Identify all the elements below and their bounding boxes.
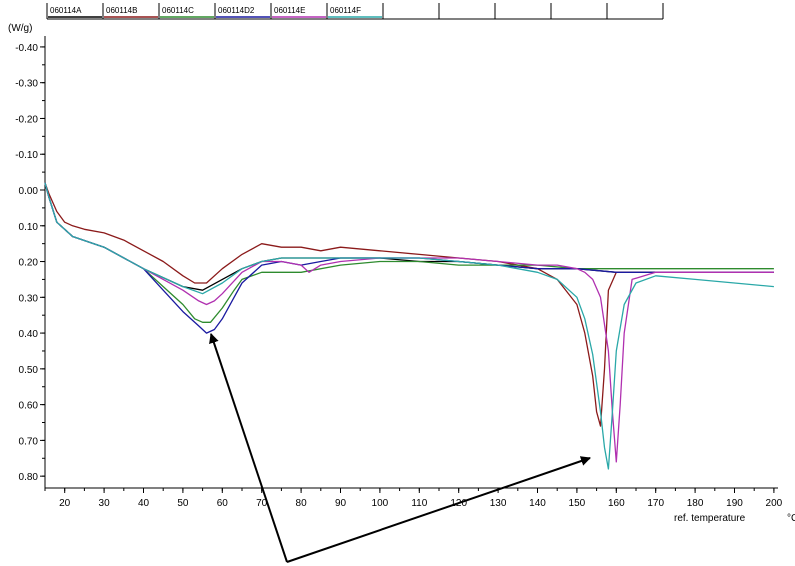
- legend-label: 060114F: [330, 6, 361, 15]
- series-line-060114B: [44, 182, 774, 427]
- y-tick-label: -0.40: [15, 43, 38, 54]
- x-tick-label: 180: [687, 498, 704, 509]
- arrow-to-melting-peak: [286, 456, 591, 563]
- y-tick-label: 0.20: [19, 258, 39, 269]
- y-tick-label: 0.40: [19, 329, 39, 340]
- x-tick-label: 160: [608, 498, 625, 509]
- x-tick-label: 190: [726, 498, 743, 509]
- legend-label: 060114C: [162, 6, 194, 15]
- x-tick-label: 130: [490, 498, 507, 509]
- x-axis-title: ref. temperature: [674, 513, 746, 524]
- annotation-arrows: [209, 333, 591, 563]
- arrow-to-low-temp-peak: [209, 333, 288, 563]
- y-tick-label: 0.30: [19, 293, 39, 304]
- y-tick-label: 0.00: [19, 186, 39, 197]
- series-line-060114C: [44, 182, 774, 323]
- y-tick-label: -0.30: [15, 79, 38, 90]
- x-tick-label: 80: [296, 498, 308, 509]
- series-group: [44, 182, 774, 470]
- series-line-060114E: [44, 182, 774, 463]
- x-ticks: 2030405060708090100110120130140150160170…: [44, 488, 783, 509]
- x-tick-label: 150: [569, 498, 586, 509]
- y-axis-unit: (W/g): [8, 23, 32, 34]
- y-ticks: -0.40 -0.30 -0.20 -0.10 0.00 0.10 0.20 0.30 0.40…: [15, 43, 45, 483]
- x-tick-label: 40: [138, 498, 150, 509]
- x-tick-label: 200: [766, 498, 783, 509]
- x-axis-unit: °C: [787, 513, 795, 524]
- y-tick-label: 0.70: [19, 436, 39, 447]
- series-line-060114F: [44, 182, 774, 470]
- x-tick-label: 70: [256, 498, 268, 509]
- x-tick-label: 110: [411, 498, 427, 509]
- legend: 060114A 060114B 060114C 060114D2 060114E 0601…: [46, 3, 664, 20]
- y-tick-label: -0.20: [15, 114, 38, 125]
- legend-label: 060114E: [274, 6, 305, 15]
- y-tick-label: 0.50: [19, 365, 39, 376]
- x-tick-label: 170: [647, 498, 664, 509]
- legend-label: 060114A: [50, 6, 82, 15]
- y-tick-label: 0.10: [19, 222, 39, 233]
- legend-label: 060114B: [106, 6, 137, 15]
- legend-label: 060114D2: [218, 6, 255, 15]
- x-tick-label: 30: [99, 498, 111, 509]
- x-tick-label: 140: [529, 498, 546, 509]
- x-tick-label: 100: [372, 498, 389, 509]
- x-tick-label: 50: [177, 498, 189, 509]
- x-tick-label: 20: [59, 498, 71, 509]
- y-tick-label: -0.10: [15, 150, 38, 161]
- x-tick-label: 60: [217, 498, 229, 509]
- y-tick-label: 0.80: [19, 472, 39, 483]
- x-tick-label: 90: [335, 498, 347, 509]
- y-tick-label: 0.60: [19, 401, 39, 412]
